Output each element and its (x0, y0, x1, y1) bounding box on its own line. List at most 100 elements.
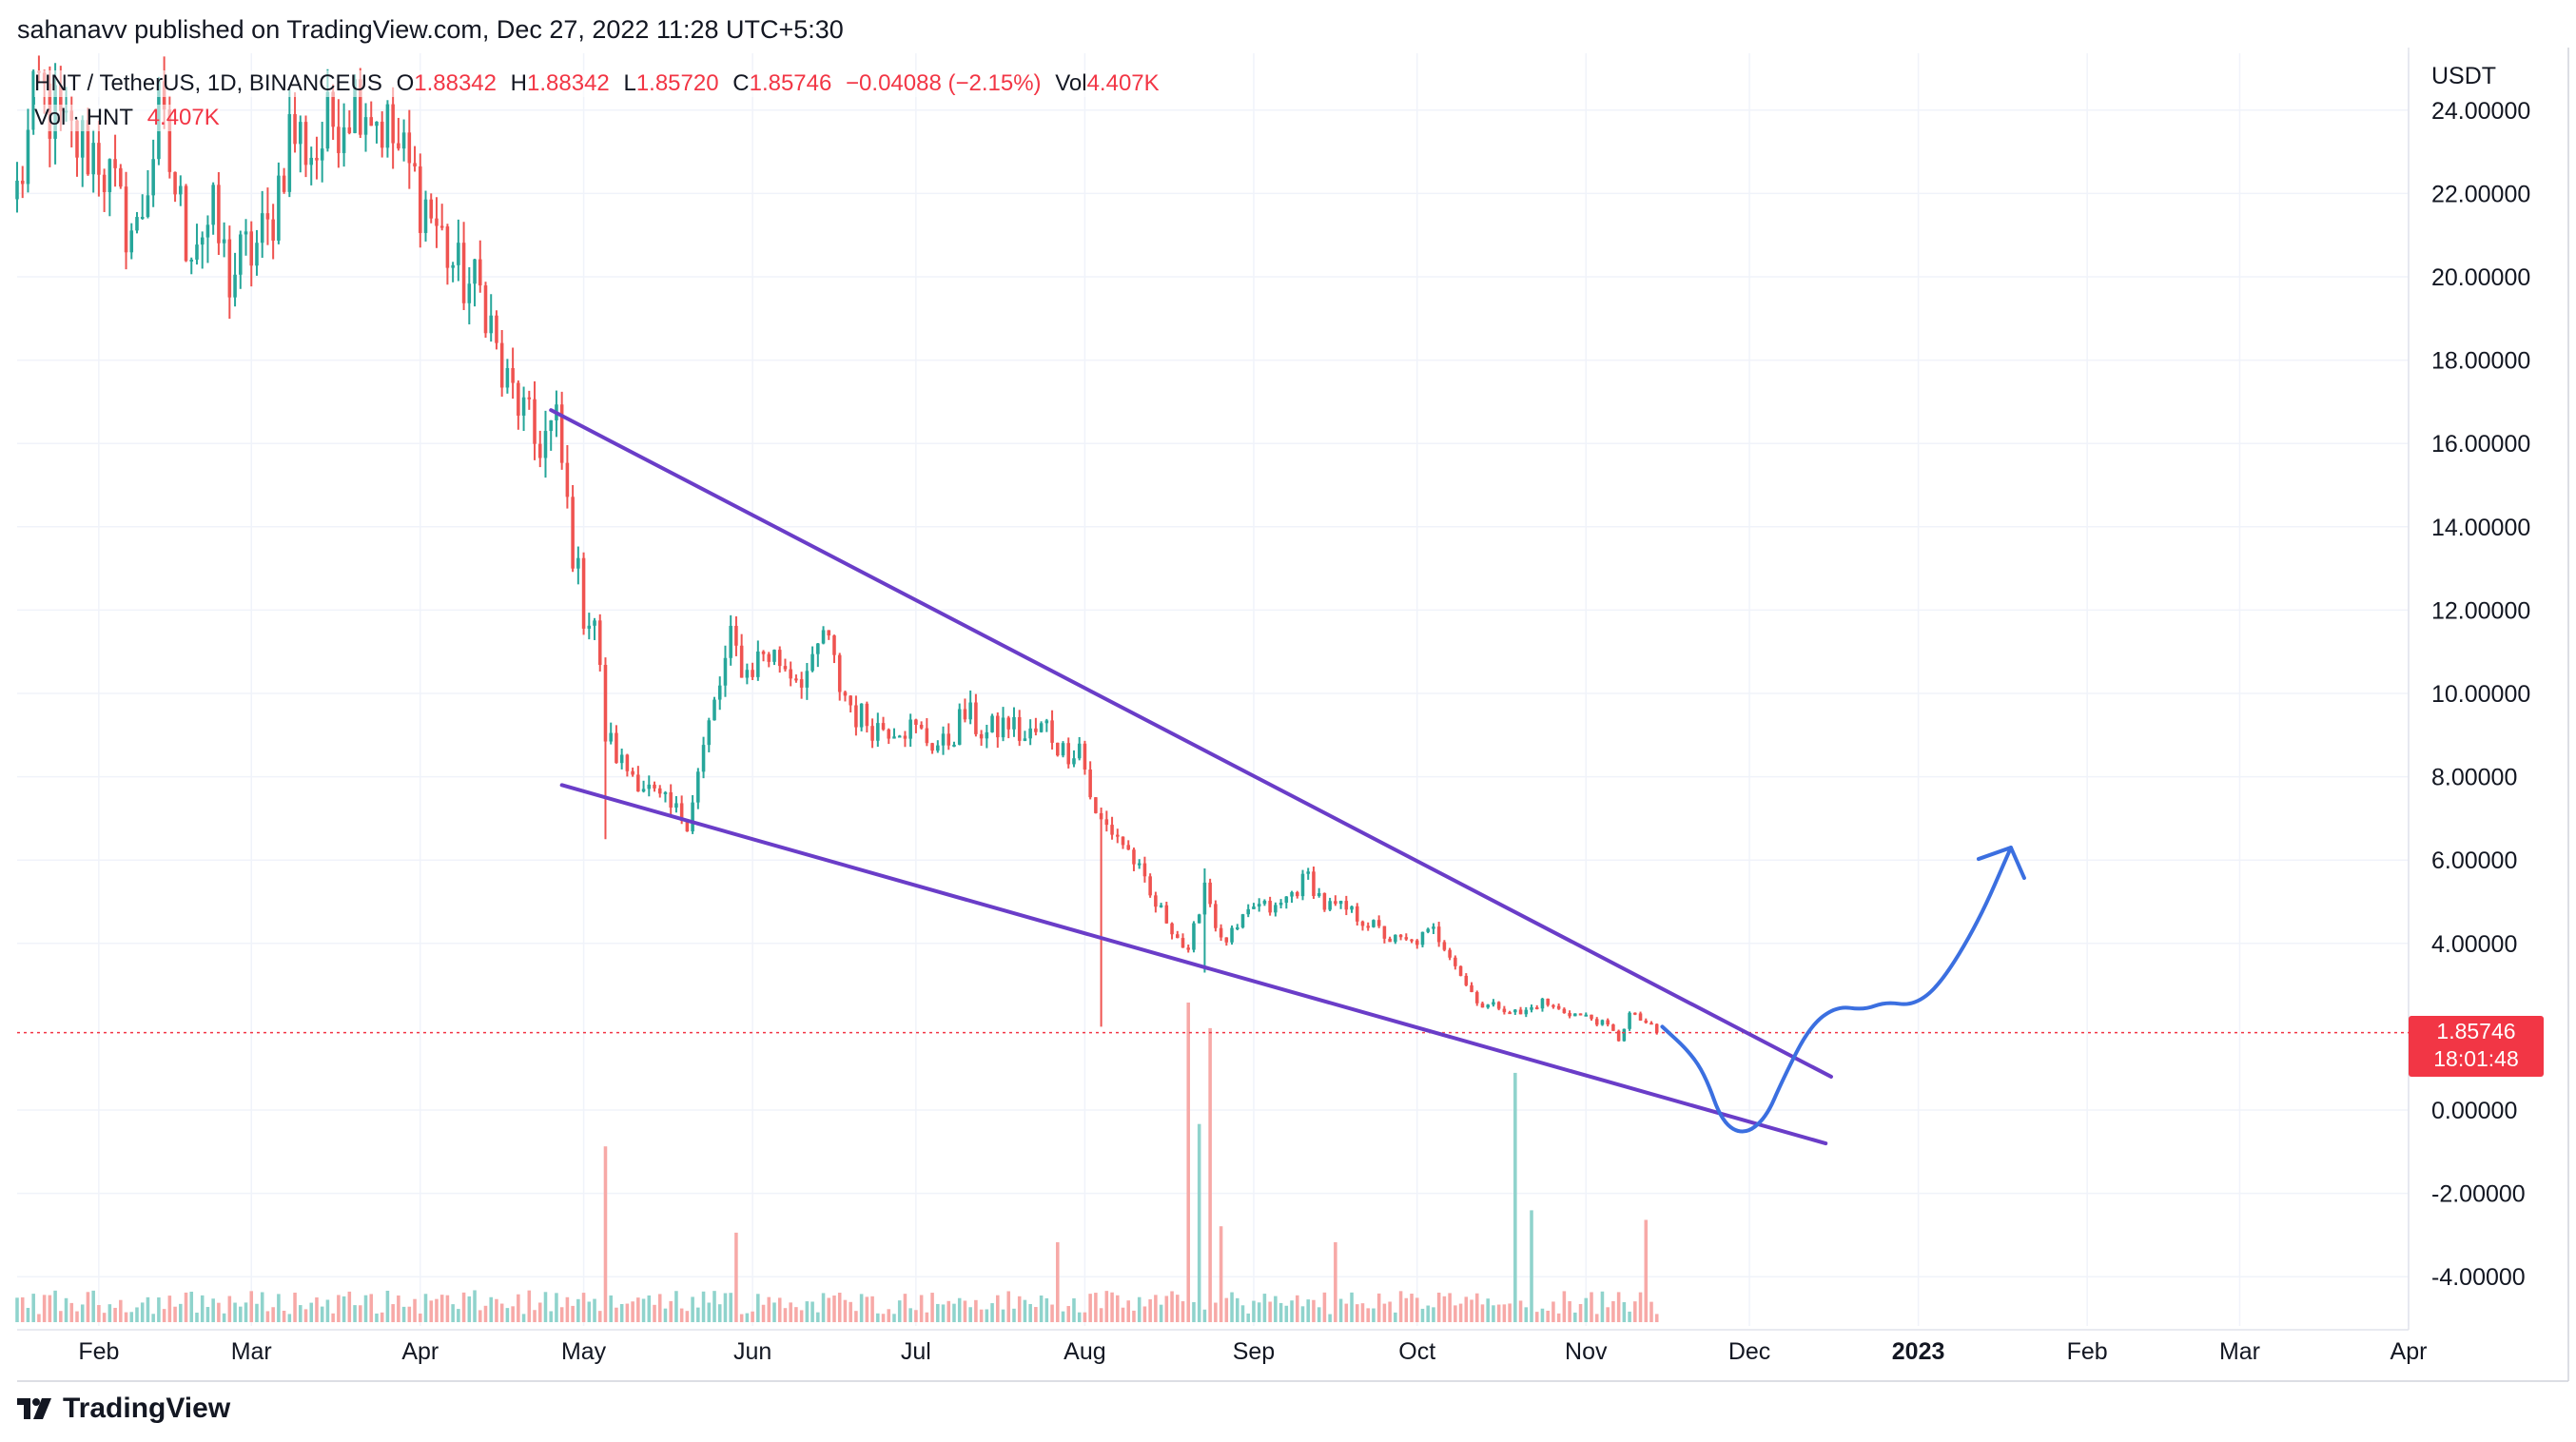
candle-body (91, 143, 95, 175)
candle-body (1224, 937, 1229, 943)
candle-body (537, 443, 542, 458)
volume-bar (1644, 1219, 1649, 1322)
volume-bar (1159, 1304, 1163, 1322)
candle-body (1382, 926, 1387, 939)
candle-body (1088, 770, 1092, 798)
candle-body (1050, 720, 1054, 743)
candle-body (1372, 920, 1376, 927)
volume-bar (1448, 1293, 1452, 1322)
volume-bar (1376, 1293, 1381, 1322)
volume-series-label[interactable]: Vol · HNT (34, 105, 134, 130)
candle-body (1159, 905, 1163, 907)
candle-body (1432, 926, 1435, 929)
candle-body (723, 657, 728, 686)
volume-bar (184, 1292, 188, 1322)
volume-bar (603, 1146, 608, 1322)
volume-bar (342, 1296, 346, 1322)
candle-body (559, 404, 564, 463)
volume-bar (1072, 1297, 1076, 1322)
candle-body (1257, 904, 1261, 907)
volume-bar (1290, 1300, 1294, 1322)
candle-body (609, 732, 613, 742)
candle-body (1388, 938, 1392, 943)
candle-body (309, 157, 314, 166)
candle-body (1355, 906, 1359, 922)
price-axis[interactable]: 24.00000 22.00000 20.00000 18.00000 16.00000… (2431, 98, 2530, 1291)
volume-bar (119, 1299, 123, 1322)
candle-body (1142, 863, 1147, 877)
trendline-upper[interactable] (549, 408, 1833, 1079)
symbol-label[interactable]: HNT / TetherUS, 1D, BINANCEUS (34, 70, 382, 96)
volume-bar (559, 1307, 564, 1322)
candle-body (239, 234, 243, 275)
candle-body (401, 132, 406, 149)
candle-body (1398, 934, 1403, 938)
candle-body (353, 79, 357, 133)
candle-body (772, 650, 776, 662)
volume-bar (1110, 1292, 1114, 1322)
candle-body (636, 774, 640, 792)
candle-body (457, 243, 460, 265)
volume-bar (461, 1292, 466, 1322)
volume-bar (1192, 1301, 1196, 1322)
candle-body (619, 754, 624, 764)
volume-bar (691, 1296, 694, 1322)
candle-body (380, 121, 384, 148)
candle-body (1404, 937, 1409, 940)
volume-bar (1240, 1305, 1245, 1322)
tradingview-logo-icon (17, 1398, 51, 1419)
candle-body (1644, 1020, 1649, 1023)
tradingview-brand[interactable]: TradingView (17, 1393, 230, 1425)
candle-body (837, 654, 842, 692)
candle-body (1192, 923, 1196, 950)
volume-bar (1492, 1305, 1495, 1322)
candle-body (865, 703, 869, 727)
volume-bar (1094, 1293, 1098, 1322)
volume-bar (1338, 1298, 1343, 1322)
price-tick-label: 14.00000 (2431, 515, 2530, 541)
candle-body (1594, 1019, 1599, 1025)
volume-bar (435, 1298, 439, 1322)
volume-bar (429, 1300, 434, 1322)
volume-bar (407, 1306, 412, 1322)
candle-body (59, 85, 63, 111)
volume-bar (533, 1310, 537, 1322)
volume-bar (1219, 1226, 1223, 1322)
candle-body (1492, 1002, 1495, 1005)
candle-body (461, 243, 466, 303)
candle-body (625, 754, 630, 771)
volume-bar (1524, 1307, 1529, 1322)
volume-bar (1518, 1300, 1523, 1322)
drawings[interactable] (549, 408, 2026, 1146)
candle-body (1568, 1013, 1571, 1017)
candle-body (669, 791, 673, 809)
candle-body (244, 231, 248, 235)
candle-body (685, 820, 690, 832)
volume-bar (1284, 1305, 1289, 1322)
candle-body (641, 789, 646, 792)
volume-bar (483, 1305, 488, 1322)
candle-body (385, 104, 390, 148)
candle-body (467, 283, 472, 303)
candle-body (832, 635, 836, 655)
volume-bar (1600, 1291, 1605, 1322)
close-value: 1.85746 (749, 70, 832, 96)
volume-bar (26, 1308, 30, 1322)
volume-bar (1257, 1302, 1261, 1322)
projection-arrow-head (1976, 846, 2026, 881)
candle-body (255, 243, 259, 266)
volume-bar (265, 1311, 270, 1322)
candle-body (729, 625, 732, 658)
candle-body (821, 630, 826, 644)
time-axis[interactable]: Feb Mar Apr May Jun Jul Aug Sep Oct Nov Dec 2023 Feb… (78, 1338, 2427, 1365)
candle-body (805, 671, 810, 688)
volume-bar (363, 1295, 368, 1322)
trendline-lower[interactable] (559, 783, 1828, 1146)
projection-curve[interactable] (1660, 846, 2013, 1134)
candle-body (97, 143, 101, 175)
volume-bar (401, 1306, 406, 1322)
candle-body (1056, 742, 1060, 756)
candle-body (974, 702, 978, 734)
candle-body (1633, 1012, 1637, 1015)
